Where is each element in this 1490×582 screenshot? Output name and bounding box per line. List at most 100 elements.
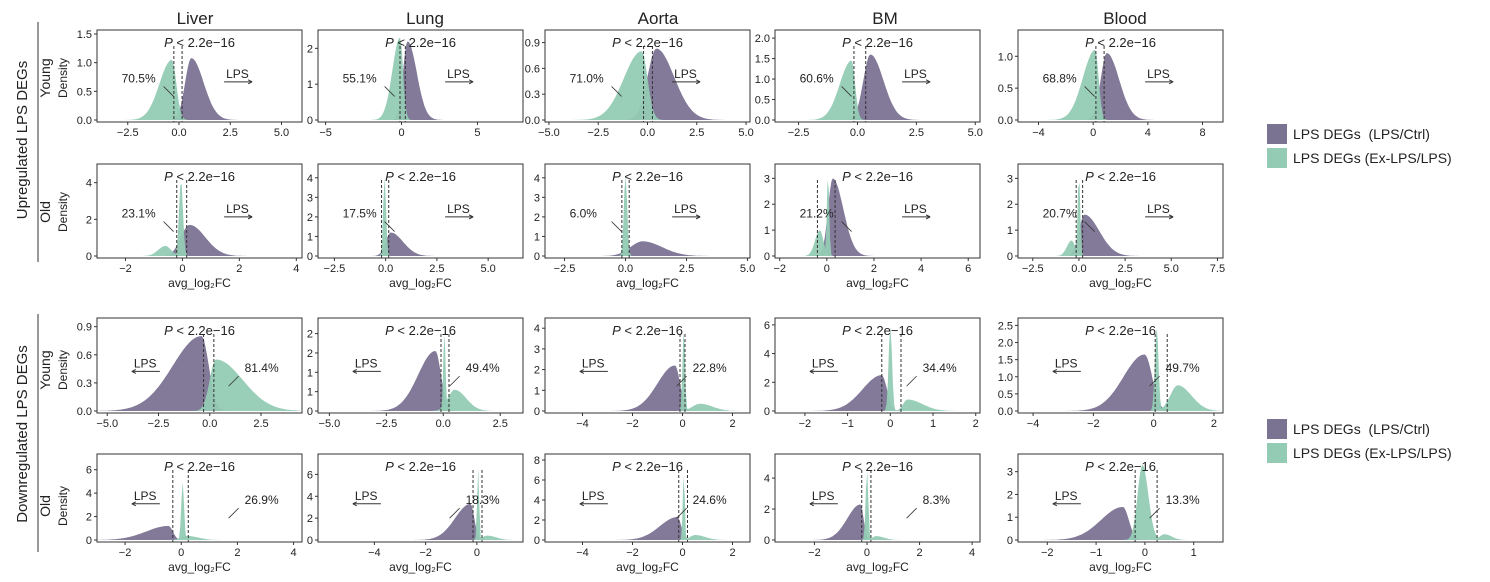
x-tick-label: 4: [1145, 127, 1151, 139]
panel-frame: [317, 163, 524, 259]
x-tick-label: 2.5: [679, 263, 694, 275]
x-tick-label: 0: [1151, 418, 1157, 430]
x-tick-label: 5.0: [968, 127, 983, 139]
y-tick-label: 3: [1007, 467, 1013, 479]
y-tick-label: 1: [307, 231, 313, 243]
lps-arrowhead: [131, 368, 137, 374]
col-title-aorta: Aorta: [638, 9, 679, 28]
panel-frame: [317, 317, 524, 414]
x-tick-label: −5.0: [538, 127, 560, 139]
x-tick-label: 7.5: [1210, 263, 1225, 275]
y-tick-label: 2: [307, 513, 313, 525]
legend-swatch-exlps: [1267, 148, 1287, 168]
legend-swatch-lps-ctrl: [1267, 124, 1287, 144]
x-tick-label: −4: [1027, 418, 1040, 430]
percent-label: 8.3%: [923, 493, 951, 507]
y-tick-label: 1.5: [755, 54, 770, 66]
density-area-lps-ctrl: [318, 503, 523, 540]
y-tick-label: 1.5: [998, 355, 1013, 367]
x-tick-label: −2: [626, 418, 639, 430]
lps-arrowhead: [352, 368, 358, 374]
lps-arrowhead: [1052, 368, 1058, 374]
x-tick-label: 0: [474, 547, 480, 559]
x-tick-label: 4: [291, 547, 297, 559]
y-tick-label: 2: [307, 212, 313, 224]
panel-down-young-blood: P < 2.2e−16 LPS 49.7% 0.0 0.5 1.0 1.5 2.0 2.5 −4 −…: [998, 317, 1224, 430]
density-area-lps-ctrl: [545, 517, 750, 540]
x-tick-label: 0: [1090, 127, 1096, 139]
percent-pointer: [163, 221, 174, 232]
y-tick-label: 2: [534, 365, 540, 377]
panel-down-old-blood: P < 2.2e−16 LPS 13.3% 0 1 2 3 −2 −1 0 1 avg_log₂FC: [1007, 453, 1224, 574]
density-area-exlps: [775, 230, 980, 256]
panel-down-old-bm: P < 2.2e−16 LPS 8.3% 0 2 4 −2 0 2 4 avg_log₂FC: [764, 453, 981, 574]
y-tick-label: 1.0: [998, 372, 1013, 384]
percent-label: 13.3%: [1166, 493, 1200, 507]
y-tick-label: 0: [534, 535, 540, 547]
col-title-lung: Lung: [406, 9, 444, 28]
x-tick-label: 0.0: [378, 263, 393, 275]
density-area-exlps: [1018, 385, 1223, 411]
panel-frame: [774, 453, 981, 543]
pvalue-label: P < 2.2e−16: [1085, 323, 1156, 338]
legend-swatch-exlps-2: [1267, 443, 1287, 463]
y-tick-label: 0: [764, 535, 770, 547]
y-tick-label: 2: [307, 329, 313, 341]
y-tick-label: 8: [534, 455, 540, 467]
density-area-lps-ctrl: [318, 41, 523, 121]
density-label-1: Density: [56, 58, 70, 98]
panel-grid: P < 2.2e−16 LPS 70.5% 0.0 0.5 1.0 1.5 −2.5 0.0 2.…: [77, 29, 1225, 574]
percent-pointer: [384, 86, 395, 97]
panel-up-young-lung: P < 2.2e−16 LPS 55.1% 0 1 2 −5 0 5: [307, 29, 524, 139]
percent-label: 22.8%: [693, 361, 727, 375]
legend-bottom: LPS DEGs (LPS/Ctrl) LPS DEGs (Ex-LPS/LPS…: [1267, 419, 1452, 463]
x-tick-label: 5: [474, 127, 480, 139]
lps-arrowhead: [809, 368, 815, 374]
lps-label: LPS: [226, 202, 249, 216]
pvalue-label: P < 2.2e−16: [612, 459, 683, 474]
percent-label: 21.2%: [800, 207, 834, 221]
x-tick-label: −4: [1032, 127, 1045, 139]
lps-label: LPS: [134, 356, 157, 370]
y-tick-label: 2: [86, 512, 92, 524]
panel-frame: [1017, 317, 1224, 414]
density-area-lps-ctrl: [1018, 53, 1223, 120]
y-tick-label: 1: [534, 385, 540, 397]
density-area-exlps: [545, 403, 750, 411]
percent-label: 49.7%: [1166, 361, 1200, 375]
x-axis-label: avg_log₂FC: [846, 560, 909, 574]
x-tick-label: 0: [178, 547, 184, 559]
x-tick-label: 0: [679, 418, 685, 430]
density-area-exlps: [545, 51, 750, 121]
x-tick-label: 0: [1142, 547, 1148, 559]
density-area-exlps: [1018, 534, 1223, 540]
y-tick-label: 0.9: [525, 38, 540, 50]
density-area-lps-ctrl: [97, 336, 302, 411]
lps-label: LPS: [812, 489, 835, 503]
x-tick-label: 2: [871, 263, 877, 275]
x-tick-label: 4: [918, 263, 924, 275]
x-tick-label: 2.5: [429, 263, 444, 275]
lps-label: LPS: [812, 356, 835, 370]
panel-down-young-lung: P < 2.2e−16 LPS 49.4% 0 1 1 2 2 −5.0 −2.5 0.0 2.5: [307, 317, 524, 430]
y-tick-label: 0.5: [998, 389, 1013, 401]
percent-label: 26.9%: [245, 493, 279, 507]
x-tick-label: 0: [824, 263, 830, 275]
y-tick-label: 0.3: [525, 89, 540, 101]
percent-pointer: [1084, 221, 1095, 232]
y-tick-label: 0.6: [77, 350, 92, 362]
panel-frame: [96, 317, 303, 414]
x-tick-label: −2: [1041, 547, 1054, 559]
density-area-lps-ctrl: [318, 351, 523, 411]
y-tick-label: 0.0: [998, 115, 1013, 127]
y-tick-label: 1: [1007, 225, 1013, 237]
lps-arrowhead: [925, 214, 931, 220]
x-axis-label: avg_log₂FC: [389, 276, 452, 290]
pvalue-label: P < 2.2e−16: [385, 323, 456, 338]
panel-frame: [774, 29, 981, 123]
x-tick-label: −2.5: [324, 263, 346, 275]
lps-label: LPS: [674, 67, 697, 81]
density-area-exlps: [545, 535, 750, 540]
pvalue-label: P < 2.2e−16: [164, 459, 235, 474]
x-tick-label: 2.5: [253, 418, 268, 430]
